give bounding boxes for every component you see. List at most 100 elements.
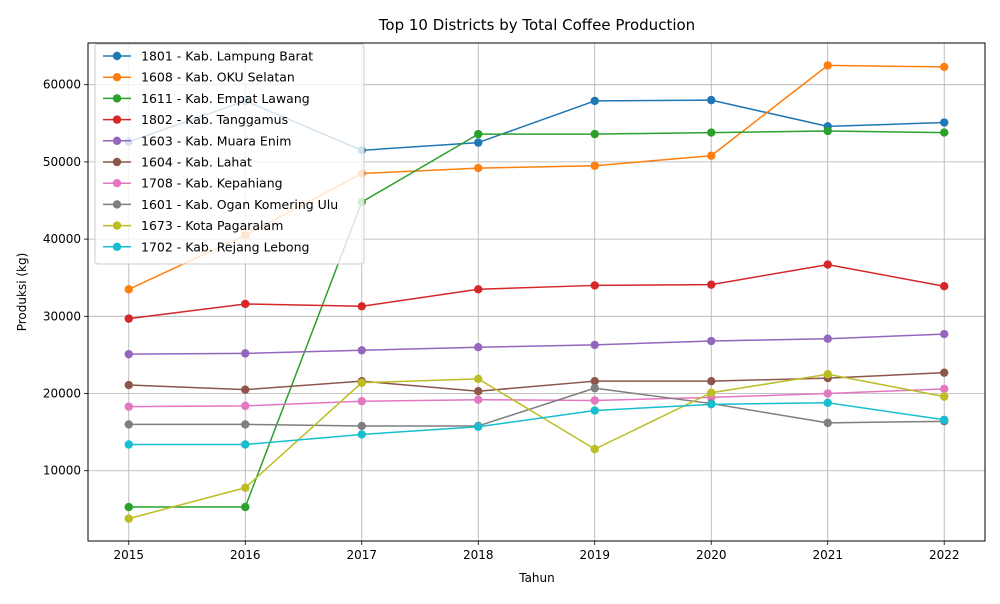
data-point — [823, 418, 832, 428]
legend-marker — [112, 94, 122, 103]
legend-label: 1611 - Kab. Empat Lawang — [141, 91, 310, 106]
data-point — [940, 282, 949, 291]
data-point — [124, 502, 133, 512]
legend-marker — [112, 51, 122, 61]
series-line — [128, 387, 945, 427]
x-tick-label: 2015 — [113, 548, 144, 562]
data-point — [124, 349, 133, 359]
data-point — [357, 430, 366, 439]
legend-label: 1801 - Kab. Lampung Barat — [141, 49, 313, 64]
data-point — [241, 401, 250, 411]
series-line — [128, 263, 945, 320]
series-lines — [124, 61, 949, 523]
data-point — [940, 415, 949, 424]
data-point — [707, 400, 716, 409]
data-point — [823, 126, 832, 136]
data-point — [357, 302, 366, 311]
series-group — [124, 384, 949, 411]
data-point — [590, 376, 599, 386]
data-point — [940, 128, 949, 137]
legend-marker — [112, 136, 122, 145]
series-group — [124, 329, 949, 359]
x-tick-label: 2017 — [346, 548, 377, 562]
data-point — [707, 388, 716, 397]
data-point — [124, 380, 133, 390]
legend-box — [94, 43, 365, 265]
series-line — [128, 371, 945, 392]
data-point — [707, 280, 716, 289]
data-point — [241, 502, 250, 512]
legend-item: 1708 - Kab. Kepahiang — [103, 176, 283, 191]
legend-label: 1601 - Kab. Ogan Komering Ulu — [141, 197, 338, 212]
data-point — [474, 163, 483, 173]
x-tick-label: 2022 — [929, 548, 960, 562]
data-point — [241, 420, 250, 429]
legend-item: 1673 - Kota Pagaralam — [103, 218, 283, 233]
chart-title: Top 10 Districts by Total Coffee Product… — [378, 16, 695, 34]
data-point — [124, 420, 133, 429]
data-point — [124, 514, 133, 523]
legend-item: 1601 - Kab. Ogan Komering Ulu — [103, 197, 338, 212]
data-point — [241, 349, 250, 358]
data-point — [590, 96, 599, 106]
data-point — [940, 392, 949, 401]
data-point — [357, 346, 366, 355]
data-point — [357, 397, 366, 406]
data-point — [707, 336, 716, 346]
x-axis-title: Tahun — [518, 571, 555, 585]
data-point — [940, 329, 949, 339]
data-point — [474, 343, 483, 352]
data-point — [590, 281, 599, 290]
legend-item: 1604 - Kab. Lahat — [103, 155, 252, 170]
series-line — [128, 388, 945, 408]
legend-item: 1801 - Kab. Lampung Barat — [103, 49, 313, 64]
legend-label: 1604 - Kab. Lahat — [141, 155, 252, 170]
series-group — [124, 398, 949, 449]
data-point — [940, 384, 949, 394]
y-tick-label: 50000 — [43, 155, 81, 169]
y-tick-label: 60000 — [43, 78, 81, 92]
data-point — [940, 62, 949, 72]
series-line — [128, 402, 945, 446]
legend-marker — [112, 200, 122, 209]
data-point — [940, 118, 949, 127]
data-point — [474, 129, 483, 139]
series-group — [124, 260, 949, 323]
y-tick-label: 40000 — [43, 232, 81, 246]
legend-item: 1702 - Kab. Rejang Lebong — [103, 239, 309, 254]
legend-label: 1603 - Kab. Muara Enim — [141, 133, 291, 148]
data-point — [474, 422, 483, 431]
legend-label: 1802 - Kab. Tanggamus — [141, 112, 288, 127]
data-point — [241, 483, 250, 492]
data-point — [474, 138, 483, 147]
data-point — [124, 440, 133, 449]
data-point — [823, 334, 832, 343]
x-tick-label: 2021 — [812, 548, 843, 562]
legend-marker — [112, 179, 122, 188]
series-group — [124, 370, 949, 523]
y-tick-label: 10000 — [43, 464, 81, 478]
legend-marker — [112, 115, 122, 124]
data-point — [590, 340, 599, 350]
data-point — [474, 387, 483, 396]
legend-item: 1608 - Kab. OKU Selatan — [103, 70, 295, 85]
series-line — [128, 373, 945, 520]
series-line — [128, 130, 945, 508]
data-point — [823, 370, 832, 379]
legend-marker — [112, 157, 122, 167]
data-point — [241, 299, 250, 309]
data-point — [474, 285, 483, 294]
x-tick-label: 2018 — [463, 548, 494, 562]
y-tick-label: 20000 — [43, 387, 81, 401]
data-point — [590, 383, 599, 393]
data-point — [590, 406, 599, 415]
data-point — [357, 378, 366, 387]
legend-item: 1603 - Kab. Muara Enim — [103, 133, 291, 148]
data-point — [357, 421, 366, 431]
y-axis-title: Produksi (kg) — [15, 253, 29, 332]
data-point — [707, 128, 716, 137]
x-tick-label: 2019 — [579, 548, 610, 562]
data-point — [823, 61, 832, 70]
